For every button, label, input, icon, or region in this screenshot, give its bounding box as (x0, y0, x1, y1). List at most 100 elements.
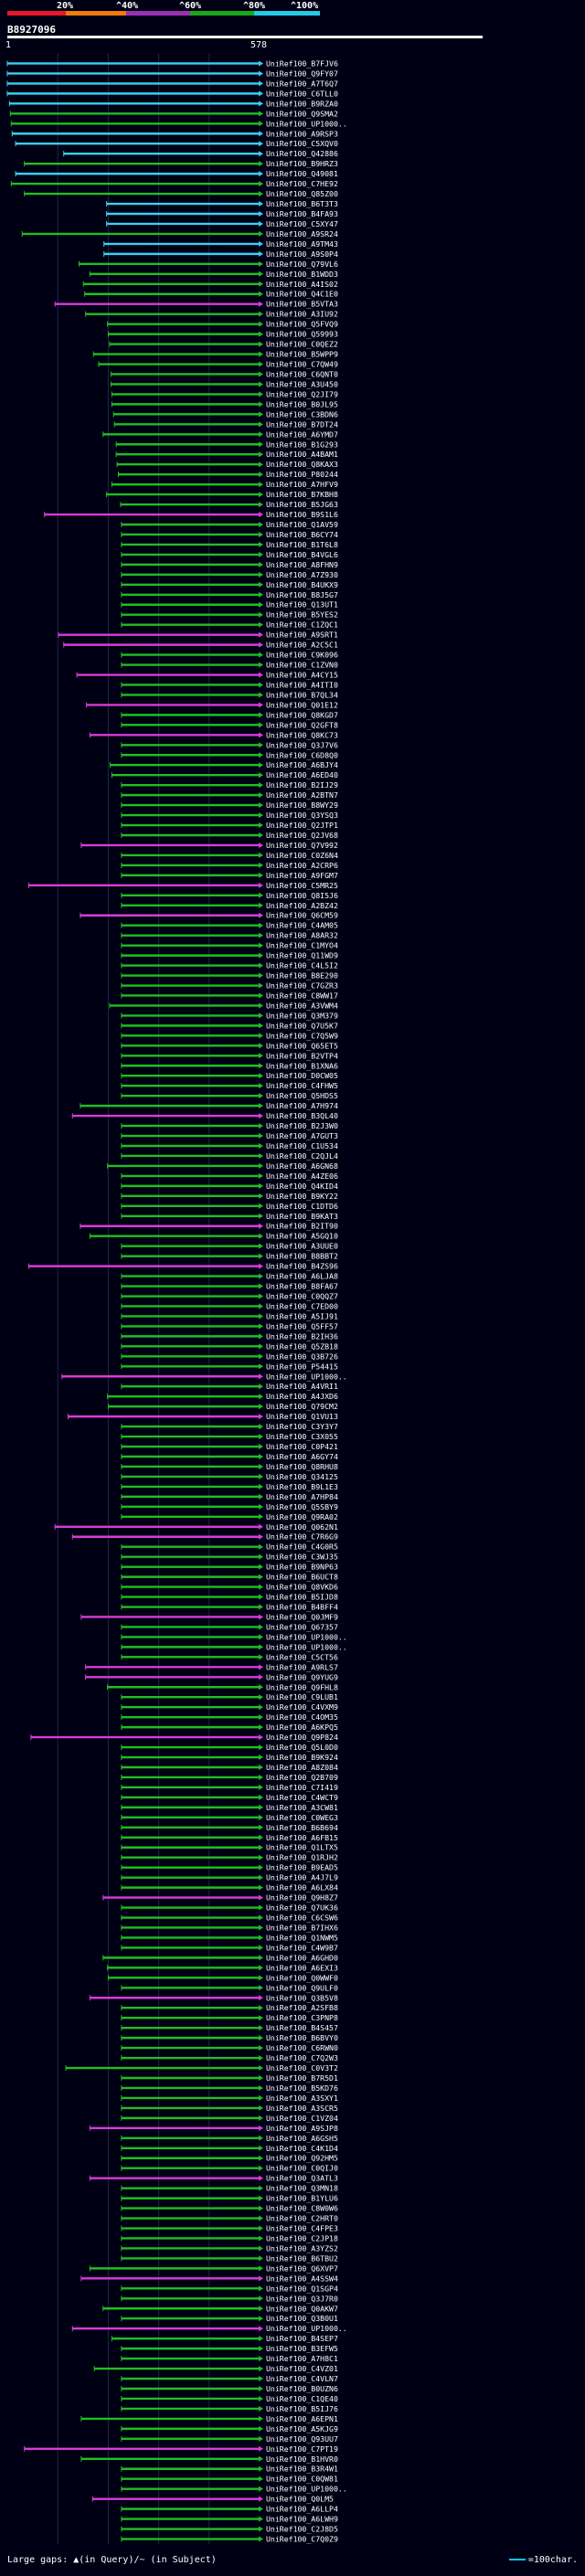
hit-row[interactable]: UniRef100_C4FHW5 (121, 1081, 338, 1090)
hit-label[interactable]: UniRef100_A9SR24 (266, 229, 338, 239)
hit-row[interactable]: UniRef100_Q01E12 (86, 700, 338, 709)
hit-row[interactable]: UniRef100_B4VGL6 (121, 550, 338, 559)
hit-label[interactable]: UniRef100_P54415 (266, 1362, 338, 1371)
hit-row[interactable]: UniRef100_B0JL95 (111, 399, 338, 408)
hit-label[interactable]: UniRef100_C0Z6N4 (266, 851, 338, 860)
hit-label[interactable]: UniRef100_B6TBU2 (266, 2253, 338, 2263)
hit-row[interactable]: UniRef100_Q3ATL3 (89, 2174, 338, 2183)
hit-label[interactable]: UniRef100_C7Q0Z9 (266, 2535, 338, 2544)
hit-label[interactable]: UniRef100_UP1000.. (266, 1372, 347, 1381)
hit-row[interactable]: UniRef100_B3EFW5 (121, 2344, 338, 2353)
hit-label[interactable]: UniRef100_Q5FF57 (266, 1321, 338, 1330)
hit-row[interactable]: UniRef100_A6LX84 (121, 1883, 338, 1892)
hit-label[interactable]: UniRef100_A7H974 (266, 1101, 338, 1110)
hit-label[interactable]: UniRef100_Q4C1E0 (266, 290, 338, 299)
hit-label[interactable]: UniRef100_Q8KC73 (266, 730, 338, 739)
hit-row[interactable]: UniRef100_Q9H8Z7 (102, 1893, 338, 1903)
hit-label[interactable]: UniRef100_UP1000.. (266, 1632, 347, 1641)
hit-row[interactable]: UniRef100_A8Z084 (121, 1763, 338, 1772)
hit-row[interactable]: UniRef100_C4VXM9 (121, 1702, 338, 1712)
hit-label[interactable]: UniRef100_C6TLL0 (266, 89, 338, 98)
hit-label[interactable]: UniRef100_B4FA93 (266, 209, 338, 218)
hit-row[interactable]: UniRef100_C3PNP8 (121, 2013, 338, 2022)
hit-label[interactable]: UniRef100_Q0JMF9 (266, 1612, 338, 1621)
hit-label[interactable]: UniRef100_B9EAD5 (266, 1863, 338, 1872)
hit-row[interactable]: UniRef100_C1ZQC1 (121, 620, 338, 630)
hit-row[interactable]: UniRef100_A3UUE0 (121, 1242, 338, 1251)
hit-row[interactable]: UniRef100_Q8RHU8 (121, 1462, 338, 1471)
hit-row[interactable]: UniRef100_B1T6L8 (121, 540, 338, 549)
hit-row[interactable]: UniRef100_Q67357 (121, 1622, 338, 1631)
hit-label[interactable]: UniRef100_B5JG63 (266, 500, 338, 509)
hit-label[interactable]: UniRef100_C4G0R5 (266, 1542, 338, 1552)
hit-label[interactable]: UniRef100_C4VLN7 (266, 2374, 338, 2383)
hit-row[interactable]: UniRef100_B4ZS96 (27, 1262, 338, 1271)
hit-label[interactable]: UniRef100_C2J8D5 (266, 2525, 338, 2534)
hit-row[interactable]: UniRef100_B2J3W0 (121, 1121, 338, 1130)
hit-label[interactable]: UniRef100_Q11WD9 (266, 951, 338, 960)
hit-row[interactable]: UniRef100_C6RWN0 (121, 2043, 338, 2052)
hit-row[interactable]: UniRef100_C5XY47 (106, 219, 338, 228)
hit-label[interactable]: UniRef100_B2IT90 (266, 1222, 338, 1231)
hit-row[interactable]: UniRef100_Q5SBY9 (121, 1502, 338, 1511)
hit-label[interactable]: UniRef100_B3EFW5 (266, 2344, 338, 2353)
hit-label[interactable]: UniRef100_B2J3W0 (266, 1121, 338, 1130)
hit-label[interactable]: UniRef100_A2CRP6 (266, 861, 338, 870)
hit-row[interactable]: UniRef100_B7KBH8 (106, 490, 338, 499)
hit-row[interactable]: UniRef100_B5IJ76 (121, 2404, 338, 2413)
hit-label[interactable]: UniRef100_A4JXD6 (266, 1392, 338, 1401)
hit-row[interactable]: UniRef100_A9SRT1 (58, 631, 338, 640)
hit-label[interactable]: UniRef100_A6FB15 (266, 1833, 338, 1842)
hit-row[interactable]: UniRef100_B9L1E3 (121, 1482, 338, 1491)
hit-label[interactable]: UniRef100_C7R6G9 (266, 1532, 338, 1542)
hit-row[interactable]: UniRef100_Q4C1E0 (84, 290, 338, 299)
hit-row[interactable]: UniRef100_Q2JTP1 (121, 821, 338, 830)
hit-label[interactable]: UniRef100_Q1VU13 (266, 1412, 338, 1421)
hit-row[interactable]: UniRef100_A4IS02 (82, 280, 338, 289)
hit-label[interactable]: UniRef100_Q4KID4 (266, 1182, 338, 1191)
hit-label[interactable]: UniRef100_A3YZS2 (266, 2243, 338, 2253)
hit-row[interactable]: UniRef100_A4VRI1 (121, 1382, 338, 1391)
hit-row[interactable]: UniRef100_B2IJ29 (121, 780, 338, 790)
hit-label[interactable]: UniRef100_Q7UK36 (266, 1903, 338, 1913)
hit-row[interactable]: UniRef100_B2VTP4 (121, 1051, 338, 1060)
hit-label[interactable]: UniRef100_Q8RHU8 (266, 1462, 338, 1471)
hit-row[interactable]: UniRef100_C8W0W6 (121, 2204, 338, 2213)
hit-row[interactable]: UniRef100_C7I419 (121, 1783, 338, 1792)
hit-row[interactable]: UniRef100_UP1000.. (71, 2324, 347, 2333)
hit-label[interactable]: UniRef100_A6LJA8 (266, 1272, 338, 1281)
hit-row[interactable]: UniRef100_A7GUT3 (121, 1131, 338, 1140)
hit-label[interactable]: UniRef100_Q3B5V8 (266, 1993, 338, 2002)
hit-label[interactable]: UniRef100_B3R4W1 (266, 2465, 338, 2474)
hit-row[interactable]: UniRef100_C2HRT0 (121, 2214, 338, 2223)
hit-row[interactable]: UniRef100_Q42886 (63, 149, 338, 158)
hit-label[interactable]: UniRef100_C7I419 (266, 1783, 338, 1792)
hit-label[interactable]: UniRef100_A4ZE06 (266, 1171, 338, 1181)
hit-label[interactable]: UniRef100_C4VZ01 (266, 2364, 338, 2373)
hit-label[interactable]: UniRef100_A6GSH5 (266, 2134, 338, 2143)
hit-row[interactable]: UniRef100_C1QE40 (121, 2394, 338, 2403)
hit-label[interactable]: UniRef100_B5VTA3 (266, 300, 338, 309)
hit-row[interactable]: UniRef100_B1YLU6 (121, 2194, 338, 2203)
hit-label[interactable]: UniRef100_UP1000.. (266, 119, 347, 128)
hit-row[interactable]: UniRef100_B8J5G7 (121, 590, 338, 599)
hit-label[interactable]: UniRef100_P80244 (266, 470, 338, 479)
hit-row[interactable]: UniRef100_C7R6G9 (71, 1532, 338, 1542)
hit-label[interactable]: UniRef100_B8FA67 (266, 1282, 338, 1291)
hit-label[interactable]: UniRef100_UP1000.. (266, 2485, 347, 2494)
hit-label[interactable]: UniRef100_B7FJV6 (266, 58, 338, 68)
hit-label[interactable]: UniRef100_Q65ET5 (266, 1041, 338, 1050)
hit-label[interactable]: UniRef100_Q1RJH2 (266, 1853, 338, 1862)
hit-row[interactable]: UniRef100_B9KY22 (121, 1192, 338, 1201)
hit-label[interactable]: UniRef100_A2SFB8 (266, 2003, 338, 2012)
hit-row[interactable]: UniRef100_Q6XVP7 (89, 2263, 338, 2273)
hit-row[interactable]: UniRef100_A5GQ10 (89, 1232, 338, 1241)
hit-label[interactable]: UniRef100_A3CW81 (266, 1803, 338, 1812)
hit-label[interactable]: UniRef100_Q3B0U1 (266, 2314, 338, 2323)
hit-row[interactable]: UniRef100_A3IU92 (85, 310, 338, 319)
hit-row[interactable]: UniRef100_C1ZVN0 (121, 661, 338, 670)
hit-label[interactable]: UniRef100_B9KAT3 (266, 1212, 338, 1221)
hit-label[interactable]: UniRef100_A7HP84 (266, 1492, 338, 1501)
hit-row[interactable]: UniRef100_Q0JMF9 (80, 1612, 338, 1621)
hit-row[interactable]: UniRef100_B9K924 (121, 1753, 338, 1762)
